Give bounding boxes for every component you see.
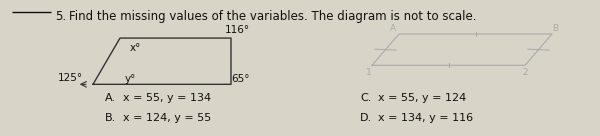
Text: Find the missing values of the variables. The diagram is not to scale.: Find the missing values of the variables… (69, 10, 476, 23)
Text: 2: 2 (522, 68, 528, 77)
Text: A: A (390, 24, 396, 33)
Text: B: B (552, 24, 558, 33)
Text: x = 55, y = 124: x = 55, y = 124 (378, 93, 466, 103)
Text: 125°: 125° (58, 72, 83, 83)
Text: A.: A. (105, 93, 116, 103)
Text: D.: D. (360, 113, 372, 123)
Text: x = 134, y = 116: x = 134, y = 116 (378, 113, 473, 123)
Text: C.: C. (360, 93, 371, 103)
Text: 5.: 5. (55, 10, 67, 23)
Text: x°: x° (130, 43, 140, 53)
Text: x = 124, y = 55: x = 124, y = 55 (123, 113, 211, 123)
Text: B.: B. (105, 113, 116, 123)
Text: y°: y° (125, 74, 136, 84)
Text: 65°: 65° (231, 74, 250, 84)
Text: 1: 1 (366, 68, 372, 77)
Text: x = 55, y = 134: x = 55, y = 134 (123, 93, 211, 103)
Text: 116°: 116° (225, 25, 250, 35)
